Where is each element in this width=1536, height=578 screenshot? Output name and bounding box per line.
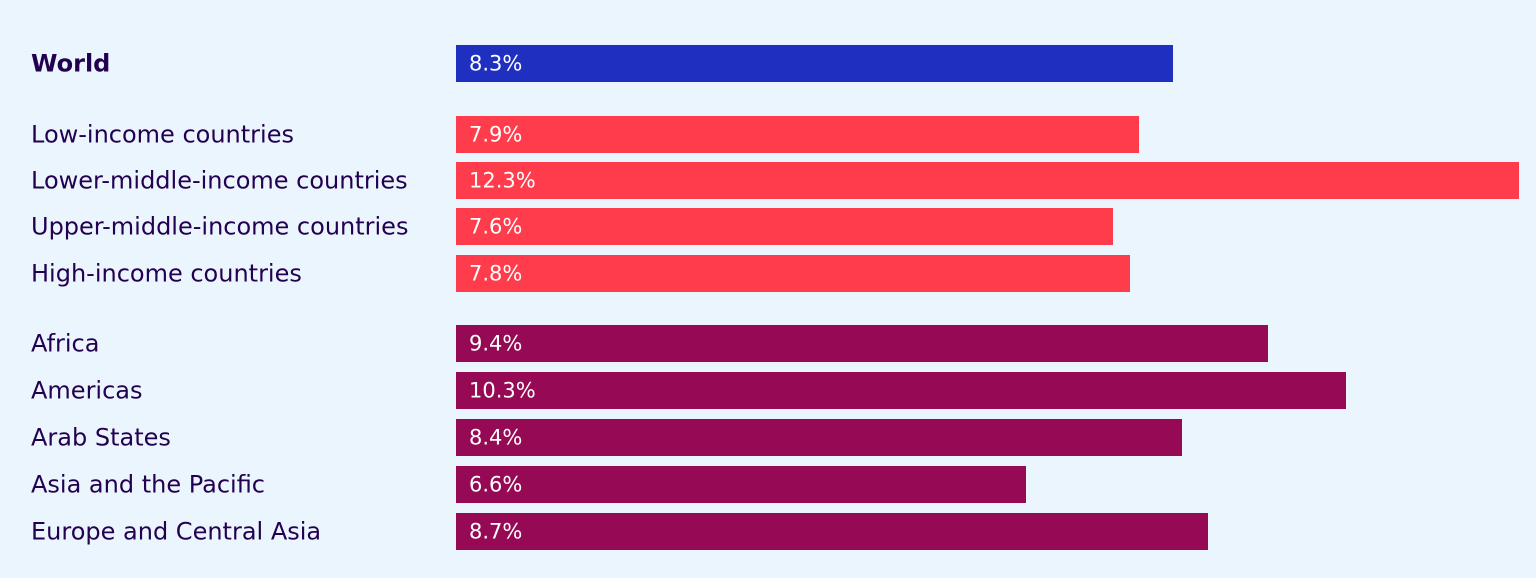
bar-asia-and-the-pacific (456, 466, 1026, 503)
value-label-africa: 9.4% (469, 332, 522, 356)
category-label-high-income-countries: High-income countries (31, 260, 302, 288)
bar-africa (456, 325, 1268, 362)
bar-world (456, 45, 1173, 82)
bar-high-income-countries (456, 255, 1130, 292)
category-label-asia-and-the-pacific: Asia and the Pacific (31, 471, 265, 499)
bar-group-world: World 8.3% (31, 45, 1173, 82)
bar-upper-middle-income-countries (456, 208, 1113, 245)
bar-group-income: Low-income countries 7.9% Lower-middle-inc… (31, 116, 1519, 292)
value-label-asia-and-the-pacific: 6.6% (469, 473, 522, 497)
bar-group-region: Africa 9.4% Americas 10.3% Arab States 8.4% As… (31, 325, 1346, 550)
bar-arab-states (456, 419, 1182, 456)
value-label-high-income-countries: 7.8% (469, 262, 522, 286)
value-label-arab-states: 8.4% (469, 426, 522, 450)
category-label-arab-states: Arab States (31, 424, 171, 452)
bar-americas (456, 372, 1346, 409)
value-label-world: 8.3% (469, 52, 522, 76)
value-label-europe-and-central-asia: 8.7% (469, 520, 522, 544)
category-label-lower-middle-income-countries: Lower-middle-income countries (31, 167, 408, 195)
category-label-americas: Americas (31, 377, 143, 405)
category-label-upper-middle-income-countries: Upper-middle-income countries (31, 213, 408, 241)
bar-europe-and-central-asia (456, 513, 1208, 550)
value-label-upper-middle-income-countries: 7.6% (469, 215, 522, 239)
value-label-low-income-countries: 7.9% (469, 123, 522, 147)
category-label-africa: Africa (31, 330, 99, 358)
bar-low-income-countries (456, 116, 1139, 153)
bar-lower-middle-income-countries (456, 162, 1519, 199)
category-label-europe-and-central-asia: Europe and Central Asia (31, 518, 321, 546)
value-label-lower-middle-income-countries: 12.3% (469, 169, 536, 193)
value-label-americas: 10.3% (469, 379, 536, 403)
category-label-world: World (31, 50, 110, 78)
category-label-low-income-countries: Low-income countries (31, 121, 294, 149)
